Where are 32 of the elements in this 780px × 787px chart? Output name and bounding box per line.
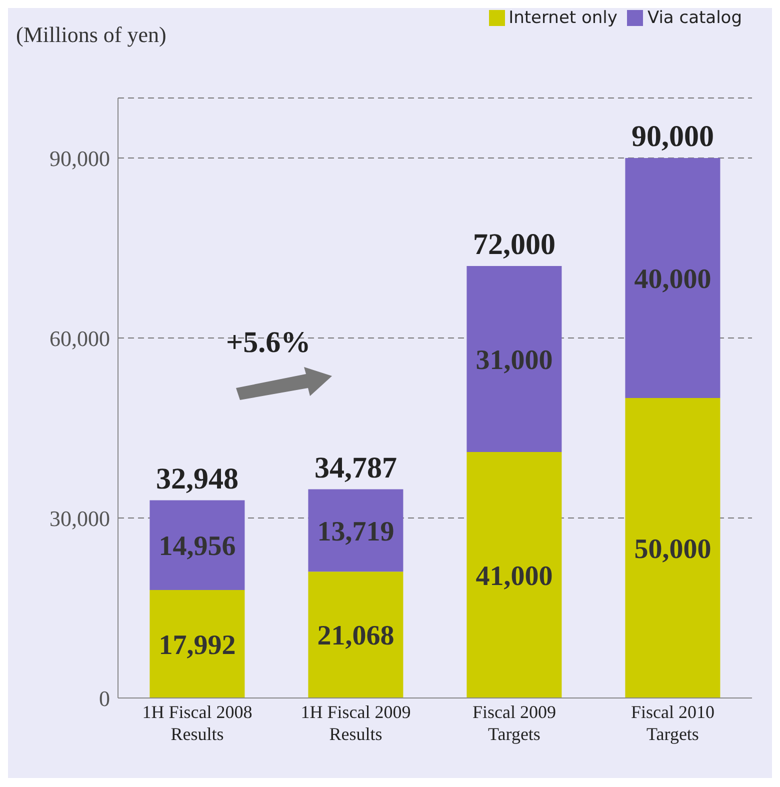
y-tick-label: 90,000 — [50, 146, 110, 171]
data-label: 50,000 — [634, 534, 712, 565]
x-tick-label: Fiscal 2010 Targets — [631, 702, 714, 744]
data-label: 41,000 — [476, 560, 553, 592]
data-label: 40,000 — [634, 264, 712, 295]
bar — [625, 158, 720, 398]
total-label: 72,000 — [472, 228, 556, 261]
bar — [308, 572, 404, 698]
annotation: +5.6% — [226, 326, 311, 360]
legend-label: Internet only — [508, 8, 618, 28]
total-label: 90,000 — [631, 120, 714, 153]
data-label: 13,719 — [317, 516, 394, 548]
total-label: 32,948 — [156, 462, 238, 496]
x-tick-label: Fiscal 2009 Targets — [472, 702, 556, 744]
data-label: 17,992 — [158, 630, 236, 661]
bar — [150, 500, 245, 590]
total-label: 34,787 — [314, 451, 397, 484]
x-tick-label: 1H Fiscal 2008 Results — [142, 702, 252, 744]
bar — [150, 590, 245, 698]
y-tick-label: 0 — [99, 686, 110, 711]
y-tick-label: 60,000 — [50, 326, 110, 351]
y-tick-label: 30,000 — [50, 506, 110, 531]
bar — [466, 452, 562, 698]
y-axis-title: (Millions of yen) — [16, 22, 166, 48]
x-tick-label: 1H Fiscal 2009 Results — [300, 702, 411, 744]
bar — [308, 489, 404, 572]
data-label: 31,000 — [476, 344, 553, 376]
legend-label: Via catalog — [647, 8, 742, 28]
data-label: 14,956 — [158, 531, 236, 562]
bar — [466, 266, 562, 452]
bar — [625, 398, 720, 698]
data-label: 21,068 — [317, 620, 394, 652]
